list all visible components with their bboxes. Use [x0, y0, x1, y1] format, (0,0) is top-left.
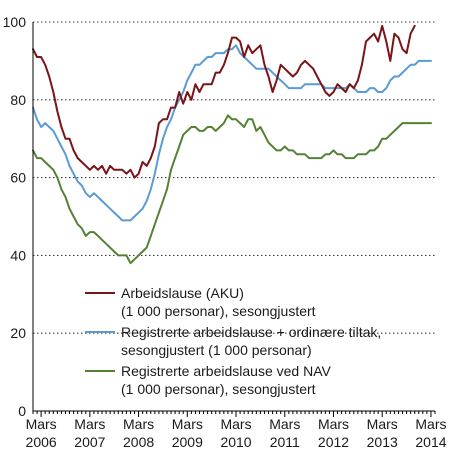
y-tick-label: 20	[10, 325, 26, 341]
series-lines	[32, 24, 432, 265]
x-tick-label-month: Mars	[172, 416, 203, 432]
x-tick-label-month: Mars	[74, 416, 105, 432]
x-tick-label-month: Mars	[415, 416, 446, 432]
x-tick-label-year: 2014	[415, 434, 446, 450]
legend-label-3: Registrerte arbeidslause ved NAV (1 000 p…	[121, 363, 332, 397]
legend-label-1: Arbeidslause (AKU) (1 000 personar), seso…	[121, 285, 316, 319]
series-line-1	[32, 24, 416, 179]
gridlines	[33, 21, 435, 334]
axes: 0 20 40 60 80 100 Mars 2006 Mars 2007 Mars 2008 Mars…	[3, 14, 447, 450]
x-tick-label-month: Mars	[26, 416, 57, 432]
x-tick-label-year: 2008	[123, 434, 154, 450]
series-line-3	[32, 114, 432, 265]
x-tick-label-year: 2009	[172, 434, 203, 450]
y-tick-label: 0	[18, 403, 26, 419]
x-tick-label-year: 2010	[220, 434, 251, 450]
y-tick-label: 40	[10, 247, 26, 263]
series-line-2	[32, 44, 432, 222]
x-tick-label-year: 2013	[367, 434, 398, 450]
y-tick-label: 100	[3, 14, 27, 30]
y-tick-label: 60	[10, 170, 26, 186]
x-tick-label-year: 2006	[26, 434, 57, 450]
x-tick-label-month: Mars	[220, 416, 251, 432]
legend: Arbeidslause (AKU) (1 000 personar), seso…	[85, 285, 381, 397]
x-tick-label-month: Mars	[318, 416, 349, 432]
legend-label-2: Registrerte arbeidslause + ordinære tilt…	[121, 324, 381, 358]
x-tick-label-month: Mars	[123, 416, 154, 432]
x-tick-label-month: Mars	[367, 416, 398, 432]
x-tick-label-year: 2007	[74, 434, 105, 450]
x-tick-label-year: 2012	[318, 434, 349, 450]
x-tick-label-year: 2011	[270, 434, 300, 450]
y-tick-label: 80	[10, 92, 26, 108]
x-tick-label-month: Mars	[269, 416, 300, 432]
